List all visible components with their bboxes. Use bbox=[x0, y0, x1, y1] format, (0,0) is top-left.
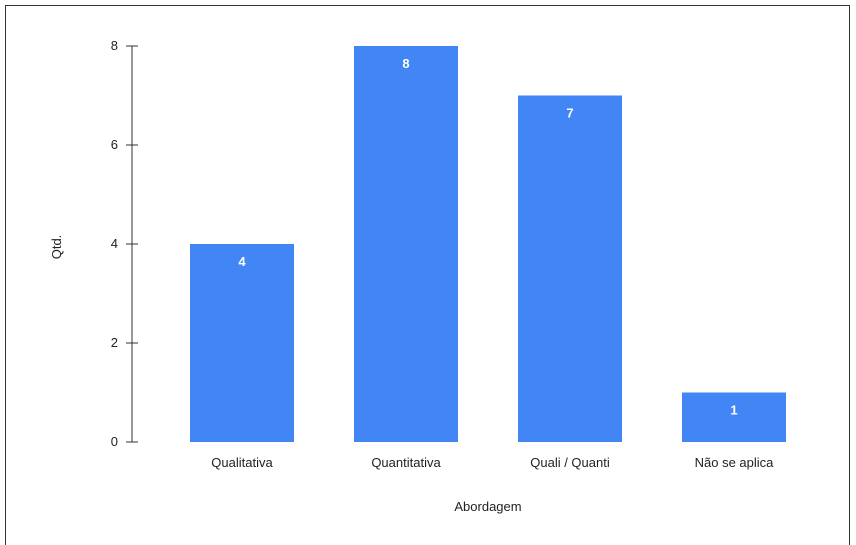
y-tick-label: 4 bbox=[111, 236, 118, 251]
y-axis: 0 2 4 6 8 bbox=[111, 38, 138, 449]
bar-chart: 0 2 4 6 8 4 8 7 1 Qualitativa Quantitativa Quali … bbox=[49, 38, 786, 514]
x-category-label: Quantitativa bbox=[371, 455, 441, 470]
bar-value-label: 8 bbox=[402, 56, 409, 71]
bar-value-label: 1 bbox=[730, 403, 737, 418]
y-tick-label: 6 bbox=[111, 137, 118, 152]
bars: 4 8 7 1 bbox=[190, 46, 786, 442]
chart-frame: 0 2 4 6 8 4 8 7 1 Qualitativa Quantitativa Quali … bbox=[5, 5, 850, 545]
y-tick-label: 2 bbox=[111, 335, 118, 350]
y-tick-label: 8 bbox=[111, 38, 118, 53]
x-category-label: Não se aplica bbox=[695, 455, 775, 470]
bar bbox=[518, 95, 622, 442]
x-axis-labels: Qualitativa Quantitativa Quali / Quanti Não… bbox=[211, 455, 774, 470]
x-axis-title: Abordagem bbox=[454, 499, 521, 514]
bar bbox=[354, 46, 458, 442]
bar bbox=[682, 392, 786, 442]
bar-value-label: 7 bbox=[566, 106, 573, 121]
x-category-label: Quali / Quanti bbox=[530, 455, 610, 470]
bar-value-label: 4 bbox=[238, 254, 246, 269]
y-axis-title: Qtd. bbox=[49, 235, 64, 260]
x-category-label: Qualitativa bbox=[211, 455, 273, 470]
bar bbox=[190, 244, 294, 442]
y-tick-label: 0 bbox=[111, 434, 118, 449]
